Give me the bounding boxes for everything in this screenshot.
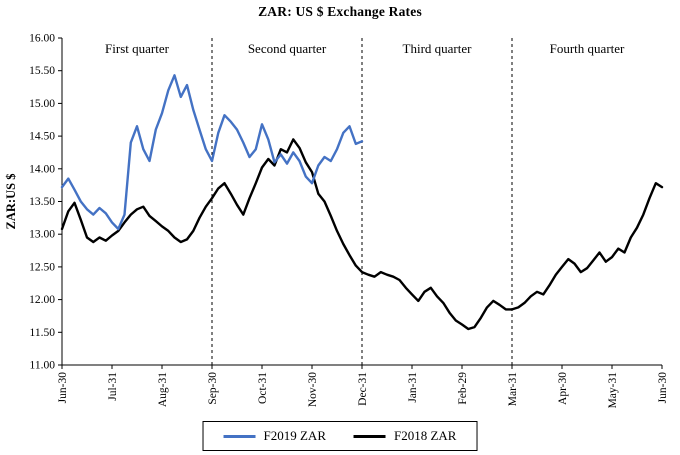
legend-item-f2018: F2018 ZAR bbox=[354, 428, 456, 444]
chart-canvas: First quarter Second quarter Third quarter… bbox=[4, 33, 669, 409]
x-tick-label: Mar-31 bbox=[507, 372, 519, 407]
x-tick-label: Sep-30 bbox=[207, 372, 219, 405]
x-tick-label: Dec-31 bbox=[357, 372, 369, 406]
series-line-f2019-zar bbox=[60, 74, 364, 231]
chart-title: ZAR: US $ Exchange Rates bbox=[258, 4, 422, 19]
legend: F2019 ZAR F2018 ZAR bbox=[202, 421, 478, 451]
legend-line-f2019 bbox=[223, 434, 256, 438]
x-tick-label: May-31 bbox=[607, 372, 619, 409]
x-tick-label: Nov-30 bbox=[307, 372, 319, 407]
x-tick-label: Aug-31 bbox=[157, 372, 169, 407]
x-tick-label: Jan-31 bbox=[407, 372, 419, 403]
x-tick-label: Feb-29 bbox=[457, 372, 469, 405]
series-line-f2018-zar bbox=[60, 138, 664, 331]
y-tick-label: 14.50 bbox=[29, 131, 55, 143]
x-tick-label: Oct-31 bbox=[257, 372, 269, 404]
legend-label-f2019: F2019 ZAR bbox=[263, 428, 326, 443]
y-tick-label: 12.00 bbox=[29, 294, 55, 306]
quarter-label: Third quarter bbox=[403, 41, 473, 56]
legend-label-f2018: F2018 ZAR bbox=[394, 428, 457, 443]
y-tick-label: 16.00 bbox=[29, 33, 55, 45]
x-tick-label: Apr-30 bbox=[557, 372, 569, 405]
x-tick-label: Jun-30 bbox=[657, 372, 669, 404]
legend-line-f2018 bbox=[354, 434, 386, 438]
quarter-label: Second quarter bbox=[248, 41, 327, 56]
y-tick-label: 11.50 bbox=[30, 327, 56, 339]
quarter-label: Fourth quarter bbox=[550, 41, 625, 56]
y-tick-label: 15.50 bbox=[29, 65, 55, 77]
y-tick-label: 13.00 bbox=[29, 229, 55, 241]
y-tick-label: 14.00 bbox=[29, 163, 55, 175]
legend-item-f2019: F2019 ZAR bbox=[223, 428, 326, 444]
y-tick-label: 13.50 bbox=[29, 196, 55, 208]
x-tick-label: Jun-30 bbox=[57, 372, 69, 404]
quarter-label: First quarter bbox=[105, 41, 170, 56]
y-tick-label: 15.00 bbox=[29, 98, 55, 110]
y-tick-label: 11.00 bbox=[30, 360, 56, 372]
y-axis-title: ZAR:US $ bbox=[4, 174, 18, 230]
x-tick-label: Jul-31 bbox=[107, 372, 119, 401]
y-tick-label: 12.50 bbox=[29, 261, 55, 273]
